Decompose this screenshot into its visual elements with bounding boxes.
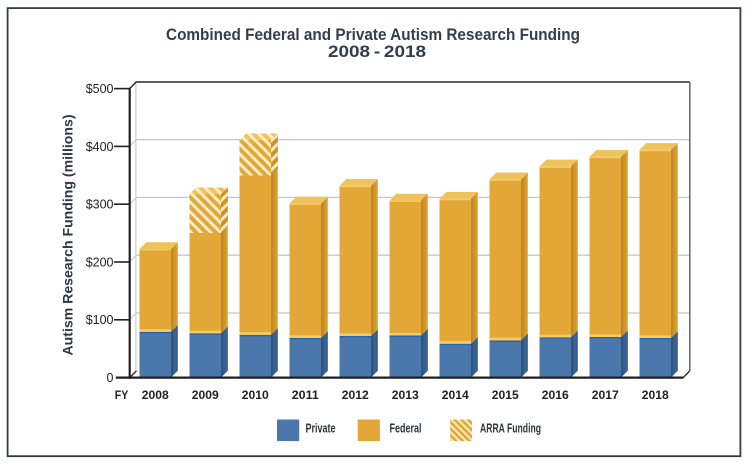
- svg-text:Autism Research Funding (milli: Autism Research Funding (millions): [61, 115, 76, 356]
- svg-text:$400: $400: [86, 140, 114, 154]
- svg-text:$100: $100: [86, 313, 114, 327]
- svg-text:FY: FY: [115, 390, 129, 402]
- svg-text:2009: 2009: [192, 390, 219, 402]
- svg-text:2017: 2017: [592, 390, 619, 402]
- svg-text:Private: Private: [306, 421, 336, 435]
- svg-text:2015: 2015: [492, 390, 520, 402]
- svg-text:2014: 2014: [442, 390, 470, 402]
- svg-text:Federal: Federal: [390, 421, 422, 435]
- svg-text:$200: $200: [86, 255, 114, 269]
- svg-text:$500: $500: [86, 82, 114, 96]
- svg-text:2013: 2013: [392, 390, 419, 402]
- svg-text:2008 - 2018: 2008 - 2018: [328, 43, 426, 61]
- svg-text:ARRA Funding: ARRA Funding: [480, 421, 541, 435]
- svg-text:2011: 2011: [292, 390, 320, 402]
- svg-text:0: 0: [107, 371, 114, 385]
- svg-text:$300: $300: [86, 198, 114, 212]
- svg-text:2012: 2012: [342, 390, 369, 402]
- svg-text:Combined Federal and Private A: Combined Federal and Private Autism Rese…: [166, 26, 580, 44]
- svg-text:2016: 2016: [542, 390, 569, 402]
- svg-text:2018: 2018: [642, 390, 670, 402]
- svg-text:2010: 2010: [242, 390, 269, 402]
- svg-text:2008: 2008: [142, 390, 170, 402]
